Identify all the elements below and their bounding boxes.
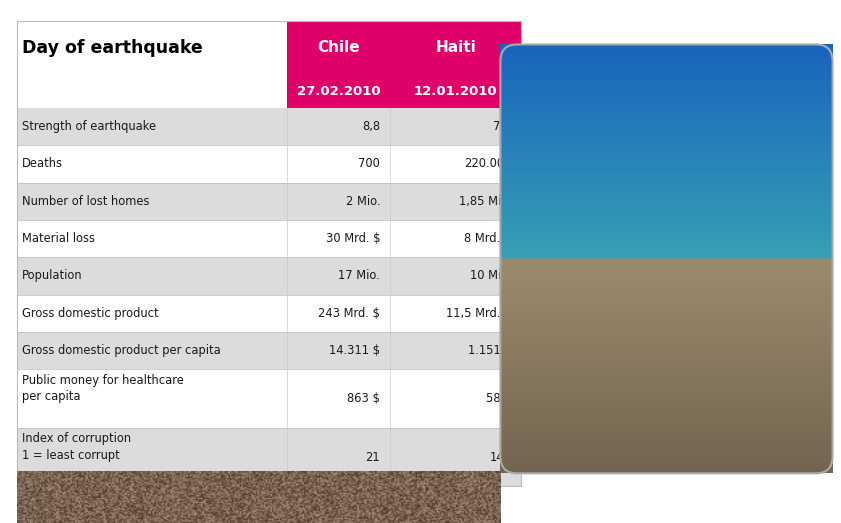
Text: Population: Population — [22, 269, 82, 282]
Text: Material loss: Material loss — [22, 232, 95, 245]
Bar — [17, 294, 287, 332]
Text: Haiti: Haiti — [436, 40, 476, 55]
Bar — [287, 332, 390, 369]
Bar — [390, 108, 521, 145]
Bar — [390, 183, 521, 220]
Text: 27.02.2010: 27.02.2010 — [297, 85, 380, 98]
Text: Deaths: Deaths — [22, 157, 63, 170]
Text: 220.000: 220.000 — [464, 157, 511, 170]
Text: 30 Mrd. $: 30 Mrd. $ — [325, 232, 380, 245]
Bar — [17, 108, 287, 145]
Bar — [287, 428, 390, 486]
Bar — [287, 369, 390, 428]
Text: 21: 21 — [366, 451, 380, 463]
Bar — [17, 369, 287, 428]
Text: 1.151 $: 1.151 $ — [468, 344, 511, 357]
Bar — [390, 369, 521, 428]
Bar — [390, 428, 521, 486]
Bar — [287, 183, 390, 220]
Text: 8,8: 8,8 — [362, 120, 380, 133]
Bar — [287, 257, 390, 294]
Text: 14.311 $: 14.311 $ — [329, 344, 380, 357]
Bar — [17, 183, 287, 220]
Text: 12.01.2010: 12.01.2010 — [414, 85, 498, 98]
Text: Chile: Chile — [317, 40, 360, 55]
Bar — [390, 74, 521, 108]
Text: Public money for healthcare
per capita: Public money for healthcare per capita — [22, 374, 183, 403]
Text: 863 $: 863 $ — [347, 392, 380, 405]
Bar — [17, 332, 287, 369]
Text: 8 Mrd. $: 8 Mrd. $ — [464, 232, 511, 245]
Text: 2 Mio.: 2 Mio. — [346, 195, 380, 208]
Text: Index of corruption
1 = least corrupt: Index of corruption 1 = least corrupt — [22, 433, 131, 462]
Bar — [390, 21, 521, 74]
Bar — [17, 428, 287, 486]
Text: 58 $: 58 $ — [486, 392, 511, 405]
Bar — [287, 145, 390, 183]
Bar — [287, 74, 390, 108]
Bar — [17, 220, 287, 257]
Text: Gross domestic product per capita: Gross domestic product per capita — [22, 344, 220, 357]
Text: 11,5 Mrd. $: 11,5 Mrd. $ — [446, 306, 511, 320]
Text: 10 Mio.: 10 Mio. — [470, 269, 511, 282]
Bar — [17, 257, 287, 294]
Text: 7,0: 7,0 — [493, 120, 511, 133]
Text: 243 Mrd. $: 243 Mrd. $ — [318, 306, 380, 320]
Bar — [17, 145, 287, 183]
Bar — [390, 145, 521, 183]
Bar — [390, 220, 521, 257]
Bar — [287, 108, 390, 145]
Text: Day of earthquake: Day of earthquake — [22, 39, 203, 56]
Text: Number of lost homes: Number of lost homes — [22, 195, 150, 208]
Text: 700: 700 — [358, 157, 380, 170]
Bar — [287, 294, 390, 332]
Text: 1,85 Mio.: 1,85 Mio. — [458, 195, 511, 208]
Bar — [390, 257, 521, 294]
Text: 17 Mio.: 17 Mio. — [338, 269, 380, 282]
Bar — [390, 332, 521, 369]
Bar — [390, 294, 521, 332]
Bar — [287, 21, 390, 74]
Text: Gross domestic product: Gross domestic product — [22, 306, 158, 320]
Text: Strength of earthquake: Strength of earthquake — [22, 120, 156, 133]
Bar — [287, 220, 390, 257]
Text: 146: 146 — [489, 451, 511, 463]
